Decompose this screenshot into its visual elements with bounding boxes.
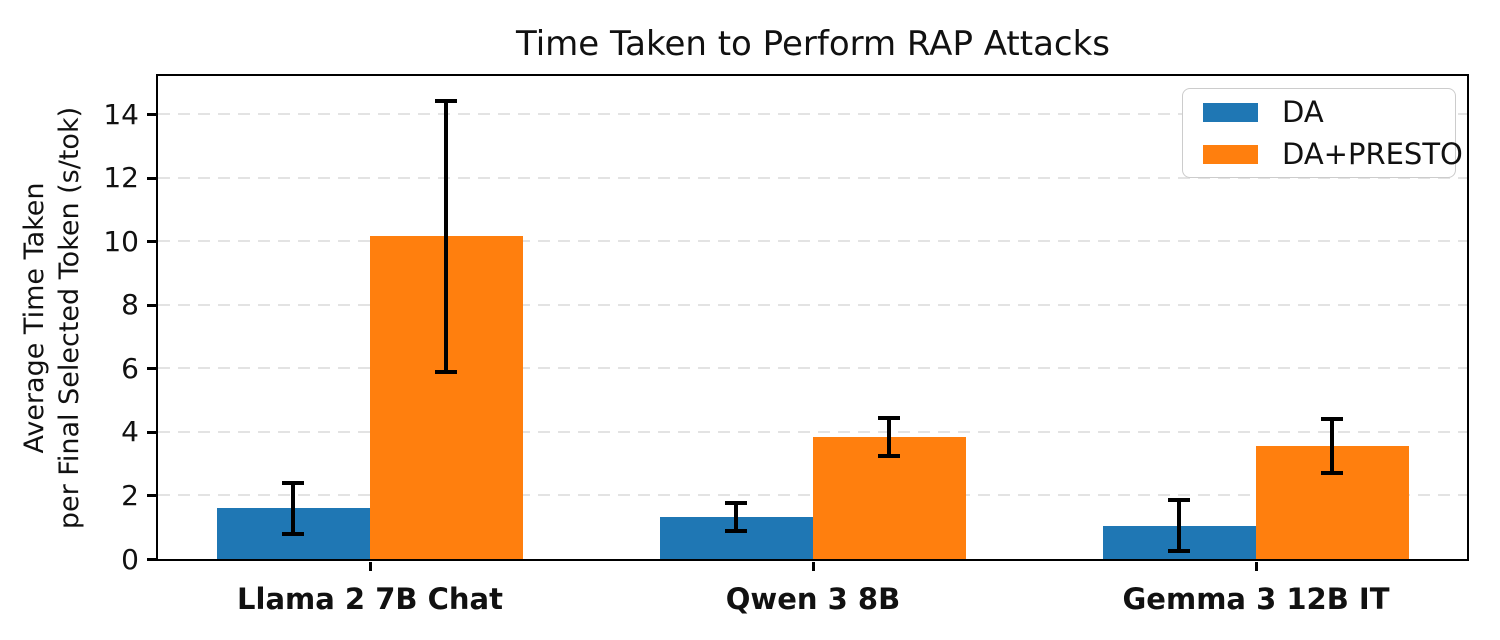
- gridline-y-4: [158, 430, 1467, 433]
- y-tick-label-4: 4: [121, 415, 139, 449]
- x-tick-label-qwen-3-8b: Qwen 3 8B: [725, 582, 901, 616]
- error-cap-bottom-da-qwen-3-8b: [725, 528, 747, 533]
- x-tick-mark-gemma-3-12b-it: [1254, 562, 1258, 571]
- y-tick-mark-0: [147, 558, 156, 561]
- y-tick-label-8: 8: [121, 288, 139, 322]
- error-bar-da-presto-llama-2-7b-chat: [444, 101, 448, 372]
- y-tick-mark-6: [147, 367, 156, 371]
- legend-item-da: DA: [1203, 94, 1455, 129]
- legend-label-da: DA: [1282, 94, 1324, 129]
- error-cap-bottom-da-presto-gemma-3-12b-it: [1321, 471, 1343, 476]
- error-cap-bottom-da-presto-llama-2-7b-chat: [435, 369, 457, 374]
- gridline-y-14: [158, 113, 1467, 116]
- legend-swatch-da-presto: [1203, 144, 1258, 164]
- error-cap-top-da-gemma-3-12b-it: [1168, 498, 1190, 503]
- y-tick-mark-4: [147, 430, 156, 434]
- error-bar-da-qwen-3-8b: [734, 503, 738, 531]
- error-cap-top-da-qwen-3-8b: [725, 501, 747, 506]
- y-tick-label-2: 2: [121, 478, 139, 512]
- y-tick-label-6: 6: [121, 351, 139, 385]
- error-cap-top-da-presto-qwen-3-8b: [878, 415, 900, 420]
- error-bar-da-gemma-3-12b-it: [1177, 500, 1181, 552]
- legend-item-da-presto: DA+PRESTO: [1203, 139, 1463, 169]
- gridline-y-12: [158, 176, 1467, 179]
- error-cap-top-da-presto-gemma-3-12b-it: [1321, 417, 1343, 422]
- y-tick-mark-10: [147, 240, 156, 244]
- error-cap-bottom-da-gemma-3-12b-it: [1168, 549, 1190, 554]
- gridline-y-8: [158, 303, 1467, 306]
- error-cap-bottom-da-llama-2-7b-chat: [282, 531, 304, 536]
- legend-swatch-da: [1203, 102, 1258, 122]
- y-tick-label-12: 12: [103, 161, 139, 195]
- error-bar-da-presto-gemma-3-12b-it: [1330, 419, 1334, 474]
- y-tick-label-14: 14: [103, 97, 139, 131]
- y-tick-label-0: 0: [121, 542, 139, 576]
- error-bar-da-presto-qwen-3-8b: [887, 417, 891, 456]
- y-tick-label-10: 10: [103, 224, 139, 258]
- y-axis-label: Average Time Taken per Final Selected To…: [18, 106, 85, 530]
- y-tick-mark-14: [147, 113, 156, 117]
- x-tick-label-llama-2-7b-chat: Llama 2 7B Chat: [237, 582, 503, 616]
- y-tick-mark-8: [147, 303, 156, 307]
- x-tick-mark-llama-2-7b-chat: [368, 562, 372, 571]
- y-tick-mark-12: [147, 176, 156, 180]
- y-tick-mark-2: [147, 494, 156, 498]
- error-bar-da-llama-2-7b-chat: [291, 482, 295, 534]
- chart-title: Time Taken to Perform RAP Attacks: [515, 24, 1111, 64]
- x-tick-label-gemma-3-12b-it: Gemma 3 12B IT: [1122, 582, 1390, 616]
- error-cap-bottom-da-presto-qwen-3-8b: [878, 453, 900, 458]
- x-tick-mark-qwen-3-8b: [811, 562, 815, 571]
- error-cap-top-da-presto-llama-2-7b-chat: [435, 99, 457, 104]
- legend-label-da-presto: DA+PRESTO: [1282, 136, 1463, 171]
- gridline-y-6: [158, 367, 1467, 370]
- plot-area: DA DA+PRESTO: [156, 74, 1469, 561]
- error-cap-top-da-llama-2-7b-chat: [282, 480, 304, 485]
- gridline-y-10: [158, 240, 1467, 243]
- legend: DA DA+PRESTO: [1182, 88, 1463, 178]
